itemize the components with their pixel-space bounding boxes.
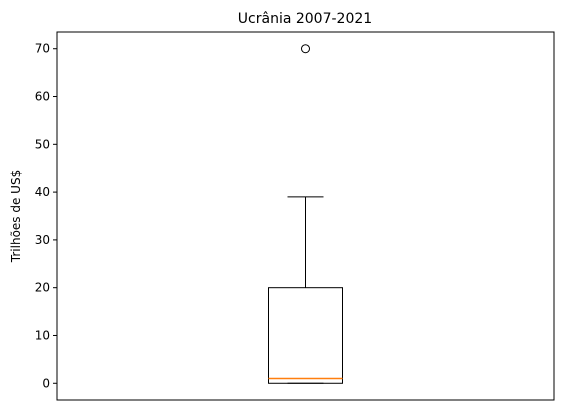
y-tick-label: 40 [35,185,50,199]
plot-area-frame [56,31,555,401]
y-tick-label: 10 [35,328,50,342]
outlier-point [301,44,310,54]
y-tick-label: 30 [35,233,50,247]
y-tick-label: 60 [35,90,50,104]
y-axis-label: Trilhões de US$ [9,170,23,263]
y-tick-label: 20 [35,281,50,295]
iqr-box [268,287,343,384]
y-tick-label: 70 [35,42,50,56]
y-axis-ticks: 0 10 20 30 40 50 60 70 [35,42,57,390]
chart-title: Ucrânia 2007-2021 [238,11,372,27]
y-tick-label: 0 [42,376,50,390]
y-tick-label: 50 [35,137,50,151]
box-plot [268,44,343,384]
